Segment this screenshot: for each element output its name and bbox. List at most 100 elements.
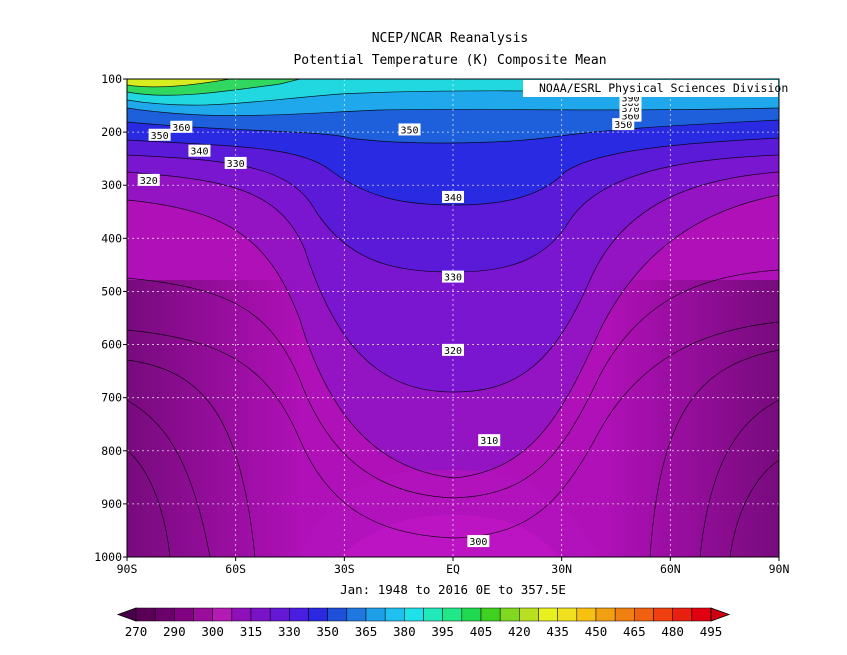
isoline-7 bbox=[127, 119, 779, 144]
colorbar-swatch bbox=[365, 607, 386, 622]
contour-label-box bbox=[442, 343, 464, 356]
contour-label: 350 bbox=[614, 120, 632, 131]
colorbar-swatch bbox=[672, 607, 693, 622]
contour-label: 330 bbox=[227, 159, 245, 170]
y-tick-label: 600 bbox=[101, 338, 122, 352]
colorbar-label: 330 bbox=[278, 624, 301, 639]
isoline-6 bbox=[127, 137, 779, 206]
colorbar-label: 395 bbox=[431, 624, 454, 639]
contour-label: 330 bbox=[444, 273, 462, 284]
x-tick-label: EQ bbox=[446, 562, 460, 576]
x-tick-label: 30N bbox=[551, 562, 572, 576]
x-tick-label: 30S bbox=[334, 562, 355, 576]
colorbar-label: 495 bbox=[700, 624, 723, 639]
colorbar-swatch bbox=[212, 607, 233, 622]
y-tick-label: 300 bbox=[101, 178, 122, 192]
isoline-4 bbox=[127, 171, 779, 393]
colorbar-label: 365 bbox=[355, 624, 378, 639]
contour-label-box bbox=[398, 123, 421, 136]
contour-label: 340 bbox=[444, 193, 462, 204]
colorbar-swatch bbox=[250, 607, 271, 622]
colorbar-label: 465 bbox=[623, 624, 646, 639]
contour-label-box bbox=[467, 535, 490, 548]
colorbar-swatch bbox=[576, 607, 597, 622]
isoline-15 bbox=[729, 459, 779, 557]
x-tick-label: 60S bbox=[225, 562, 246, 576]
colorbar-swatch bbox=[423, 607, 443, 622]
colorbar-label: 315 bbox=[240, 624, 263, 639]
contour-label: 340 bbox=[190, 147, 208, 158]
colorbar-label: 405 bbox=[470, 624, 493, 639]
isoline-12 bbox=[127, 399, 211, 557]
contour-label: 370 bbox=[621, 104, 639, 115]
colorbar-label: 420 bbox=[508, 624, 531, 639]
date-range-label: Jan: 1948 to 2016 0E to 357.5E bbox=[340, 582, 566, 597]
credit-label: NOAA/ESRL Physical Sciences Division bbox=[539, 81, 788, 95]
isoline-1 bbox=[127, 321, 779, 539]
contour-label: 350 bbox=[401, 125, 419, 136]
isoline-17 bbox=[649, 349, 779, 557]
chart-subtitle: Potential Temperature (K) Composite Mean bbox=[293, 53, 607, 68]
y-tick-label: 200 bbox=[101, 125, 122, 139]
colorbar-swatch bbox=[404, 607, 424, 622]
colorbar-swatch bbox=[327, 607, 348, 622]
colorbar-swatch bbox=[461, 607, 482, 622]
contour-label: 300 bbox=[469, 537, 487, 548]
colorbar-label: 270 bbox=[125, 624, 148, 639]
contour-label-box bbox=[224, 156, 247, 169]
colorbar-swatch bbox=[269, 607, 290, 622]
equatorial-surface-core bbox=[340, 515, 560, 557]
contour-label-box bbox=[148, 128, 171, 141]
y-tick-label: 100 bbox=[101, 72, 122, 86]
isoline-14 bbox=[699, 399, 779, 557]
y-tick-label: 500 bbox=[101, 284, 122, 298]
colorbar-swatch bbox=[538, 607, 558, 622]
colorbar-swatch bbox=[231, 607, 252, 622]
colorbar-label: 480 bbox=[661, 624, 684, 639]
contour-label-box bbox=[442, 190, 464, 203]
x-tick-label: 90S bbox=[117, 562, 138, 576]
colorbar-swatch bbox=[346, 607, 367, 622]
colorbar-swatch bbox=[691, 607, 712, 622]
isoline-11 bbox=[127, 79, 231, 88]
colorbar-label: 435 bbox=[546, 624, 569, 639]
contour-label-box bbox=[170, 120, 193, 133]
colorbar-swatch bbox=[614, 607, 635, 622]
isoline-16 bbox=[127, 359, 256, 557]
colorbar-swatch bbox=[557, 607, 578, 622]
colorbar-swatch bbox=[174, 607, 194, 622]
contour-label: 320 bbox=[444, 346, 462, 357]
contour-label-box bbox=[478, 434, 501, 447]
colorbar-label: 450 bbox=[585, 624, 608, 639]
colorbar-swatch bbox=[519, 607, 539, 622]
colorbar-label: 300 bbox=[201, 624, 224, 639]
contour-label: 360 bbox=[621, 112, 639, 123]
isoline-3 bbox=[127, 194, 779, 479]
y-tick-label: 1000 bbox=[94, 550, 122, 564]
y-tick-label: 700 bbox=[101, 391, 122, 405]
colorbar-swatch bbox=[499, 607, 520, 622]
colorbar-swatch bbox=[289, 607, 309, 622]
credit-box bbox=[523, 80, 778, 97]
colorbar-label: 380 bbox=[393, 624, 416, 639]
contour-label-box bbox=[188, 144, 211, 157]
colorbar-arrow-max bbox=[710, 607, 731, 622]
contour-label-box bbox=[442, 270, 464, 283]
colorbar-label: 350 bbox=[316, 624, 339, 639]
colorbar: 270 290 300 315 330 350 365 380 395 405 420 435 450 4… bbox=[116, 607, 731, 639]
isoline-2 bbox=[127, 269, 779, 499]
colorbar-swatch bbox=[442, 607, 463, 622]
colorbar-swatch bbox=[595, 607, 616, 622]
colorbar-label: 290 bbox=[163, 624, 186, 639]
contour-label: 310 bbox=[480, 436, 498, 447]
colorbar-swatch bbox=[653, 607, 673, 622]
x-tick-label: 60N bbox=[660, 562, 681, 576]
contour-label-box bbox=[137, 173, 160, 186]
isoline-13 bbox=[127, 449, 171, 557]
colorbar-swatch bbox=[384, 607, 405, 622]
contour-label: 320 bbox=[140, 176, 158, 187]
colorbar-swatch bbox=[154, 607, 175, 622]
contour-label-box bbox=[612, 118, 635, 131]
colorbar-arrow-min bbox=[116, 607, 137, 622]
